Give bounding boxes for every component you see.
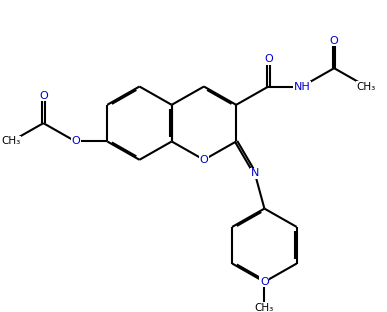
- Text: O: O: [39, 91, 48, 101]
- Text: CH₃: CH₃: [357, 81, 376, 91]
- Text: CH₃: CH₃: [2, 136, 21, 146]
- Text: O: O: [200, 155, 208, 165]
- Text: CH₃: CH₃: [255, 303, 274, 312]
- Text: O: O: [330, 36, 339, 46]
- Text: O: O: [71, 136, 80, 146]
- Text: O: O: [264, 54, 273, 64]
- Text: O: O: [260, 277, 269, 287]
- Text: NH: NH: [293, 81, 310, 91]
- Text: N: N: [251, 168, 259, 178]
